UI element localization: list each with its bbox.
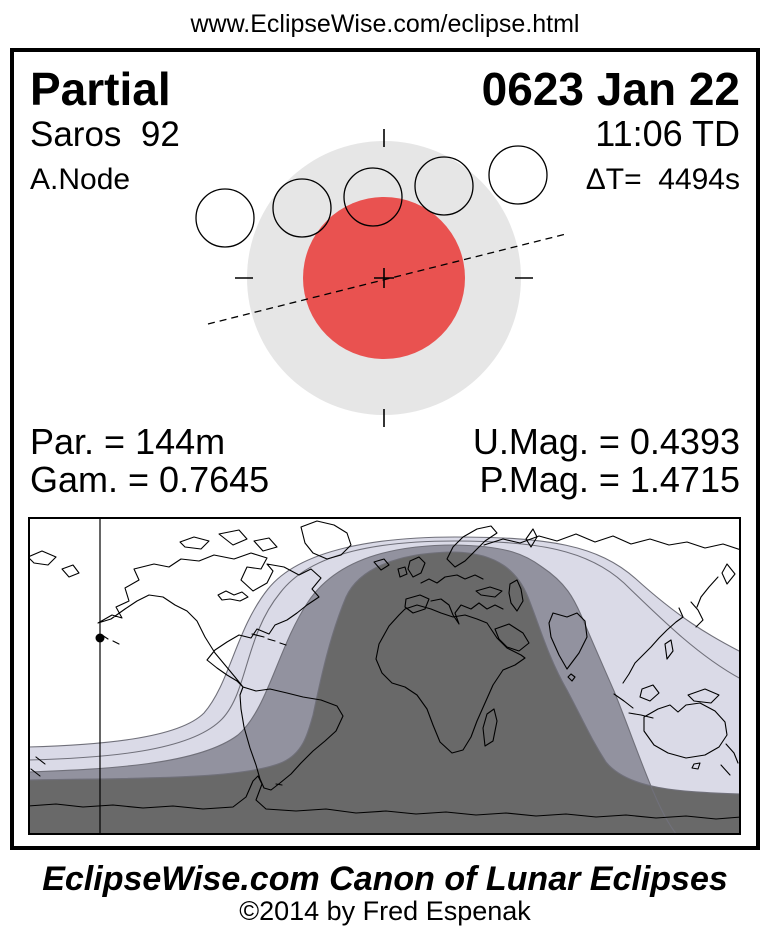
copyright-text: ©2014 by Fred Espenak [239, 896, 531, 926]
ecliptic-dashed-line [207, 233, 567, 325]
eclipse-geometry-diagram [195, 129, 567, 427]
penumbral-magnitude-text: P.Mag. = 1.4715 [479, 459, 740, 500]
figure-border-box [10, 48, 760, 850]
visibility-boundary-curves [28, 536, 741, 835]
umbral-magnitude-text: U.Mag. = 0.4393 [472, 421, 740, 462]
moon-position-circle [488, 145, 548, 205]
moon-contact-circles [195, 145, 548, 248]
map-frame [28, 517, 741, 835]
partial-duration-text: Par. = 144m [30, 421, 226, 462]
moon-position-circle [195, 188, 255, 248]
eclipse-type-title: Partial [30, 63, 171, 115]
eclipse-date-title: 0623 Jan 22 [481, 63, 740, 115]
cardinal-tick-marks [235, 129, 533, 427]
canon-title-text: EclipseWise.com Canon of Lunar Eclipses [42, 860, 728, 898]
continent-outlines [28, 520, 741, 820]
delta-t-text: ΔT= 4494s [585, 163, 740, 196]
eclipse-visibility-map [28, 517, 741, 835]
moon-position-circle [272, 178, 332, 238]
moon-position-circle [343, 167, 403, 227]
sub-lunar-point-dot [95, 633, 105, 643]
site-url-text: www.EclipseWise.com/eclipse.html [190, 10, 580, 38]
gamma-text: Gam. = 0.7645 [30, 459, 270, 500]
moon-position-circle [414, 156, 474, 216]
full-visibility-zone [28, 552, 741, 835]
greatest-eclipse-time-text: 11:06 TD [595, 113, 740, 154]
saros-number-text: Saros 92 [30, 115, 180, 154]
center-cross [374, 268, 394, 288]
node-text: A.Node [30, 163, 131, 196]
